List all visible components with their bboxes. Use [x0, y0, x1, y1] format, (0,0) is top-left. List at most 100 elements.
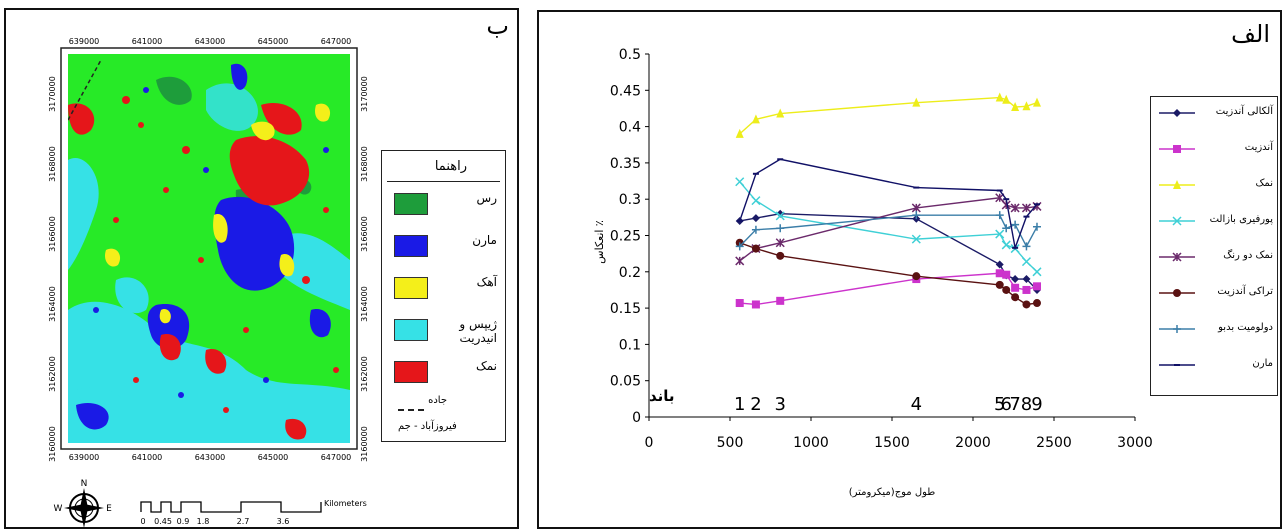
- data-point: [1173, 109, 1181, 117]
- band-number: 6: [1000, 394, 1011, 415]
- map-left-tick: 3160000: [48, 426, 57, 462]
- data-point: [1010, 203, 1020, 213]
- data-point: [1001, 240, 1011, 250]
- data-point: [776, 224, 785, 233]
- scale-tick: 2.7: [237, 517, 250, 526]
- map-top-tick: 645000: [258, 37, 289, 46]
- chart-legend-item: پورفیری بازالت: [1153, 211, 1275, 233]
- data-point: [1032, 267, 1042, 277]
- x-tick-label: 2000: [955, 435, 991, 451]
- data-point: [912, 97, 921, 107]
- data-point: [913, 186, 920, 189]
- data-point: [1021, 257, 1031, 267]
- data-point: [751, 300, 760, 309]
- data-point: [911, 234, 921, 244]
- data-point: [775, 211, 785, 221]
- data-point: [775, 238, 785, 248]
- data-point: [1011, 101, 1020, 111]
- map-top-tick: 647000: [321, 37, 352, 46]
- x-tick-label: 1500: [874, 435, 910, 451]
- chart-legend-swatch: [1159, 145, 1195, 153]
- chart-legend-label: آندزیت: [1244, 142, 1273, 153]
- data-point: [1032, 97, 1041, 107]
- data-point: [777, 158, 784, 161]
- salt-region: [159, 334, 181, 361]
- chart-panel: الف 0 0.05 0.1 0.15 0.2 0.25 0.3 0.35 0.4 0.45 0.5…: [537, 10, 1282, 529]
- data-point: [1172, 216, 1182, 226]
- legend-label: آهک: [476, 275, 497, 289]
- data-point: [735, 299, 744, 308]
- data-point: [735, 242, 744, 251]
- data-point: [1173, 289, 1181, 297]
- data-point: [1011, 275, 1020, 284]
- data-point: [1174, 364, 1180, 366]
- data-point: [1022, 300, 1031, 309]
- marl-region: [309, 309, 331, 338]
- chart-legend-label: نمک دو رنگ: [1223, 250, 1273, 261]
- data-point: [1032, 282, 1041, 291]
- map-right-tick: 3170000: [360, 76, 369, 112]
- data-point: [776, 251, 785, 260]
- x-tick-label: 1000: [793, 435, 829, 451]
- chart-legend-swatch: [1159, 216, 1195, 226]
- y-tick-label: 0: [632, 410, 641, 426]
- data-point: [995, 92, 1004, 102]
- data-point: [1003, 198, 1010, 201]
- map-left-tick: 3168000: [48, 146, 57, 182]
- chart-legend-item: نمک: [1153, 175, 1275, 197]
- data-point: [1011, 220, 1020, 229]
- x-axis-label: طول موج(میکرومتر): [849, 487, 936, 498]
- legend-swatch: [394, 277, 428, 299]
- y-tick-label: 0.2: [619, 265, 641, 281]
- map-right-tick: 3166000: [360, 216, 369, 252]
- map-top-tick: 639000: [69, 37, 100, 46]
- data-point: [912, 211, 921, 220]
- data-point: [735, 256, 745, 266]
- legend-swatch: [394, 193, 428, 215]
- x-tick-label: 2500: [1036, 435, 1072, 451]
- limestone-region: [279, 254, 295, 277]
- data-point: [751, 244, 760, 253]
- data-point: [1173, 145, 1181, 153]
- legend-swatch: [394, 361, 428, 383]
- chart-legend-item: آلکالی آندزیت: [1153, 103, 1275, 125]
- map-bottom-tick: 641000: [132, 453, 163, 462]
- limestone-region: [251, 121, 275, 141]
- gypsum-region: [276, 233, 350, 310]
- data-point: [735, 177, 745, 187]
- chart-legend-item: آندزیت: [1153, 139, 1275, 161]
- band-number: 1: [734, 394, 745, 415]
- data-point: [1002, 285, 1011, 294]
- chart-legend-item: مارن: [1153, 355, 1275, 377]
- band-label: باند: [649, 387, 675, 405]
- data-point: [776, 108, 785, 118]
- data-point: [751, 196, 761, 206]
- series-group: [735, 177, 1042, 277]
- band-number: 7: [1009, 394, 1020, 415]
- data-point: [1173, 325, 1181, 333]
- map-left-tick: 3166000: [48, 216, 57, 252]
- data-point: [995, 280, 1004, 289]
- y-tick-label: 0.35: [610, 156, 641, 172]
- scale-tick: 1.8: [197, 517, 210, 526]
- chart-legend-swatch: [1159, 364, 1195, 366]
- data-point: [736, 219, 743, 222]
- band-number: 8: [1021, 394, 1032, 415]
- limestone-region: [105, 248, 121, 267]
- series-group: [735, 209, 1041, 294]
- chart-legend-label: آلکالی آندزیت: [1215, 106, 1273, 117]
- data-point: [911, 203, 921, 213]
- chart-legend-label: تراکی آندزیت: [1217, 286, 1273, 297]
- lithology-map: 639000 641000 643000 645000 647000 639000 641…: [48, 37, 369, 527]
- speckles: [113, 96, 339, 413]
- map-legend: راهنما رس مارن آهک ژیپس و انیدریت نمک جاده ف…: [381, 150, 506, 442]
- chart-legend-item: دولومیت بدبو: [1153, 319, 1275, 341]
- chart-legend-label: مارن: [1252, 358, 1273, 369]
- gypsum-region: [68, 301, 350, 443]
- legend-swatch: [394, 319, 428, 341]
- map-panel-letter: ب: [486, 12, 509, 40]
- map-right-tick: 3168000: [360, 146, 369, 182]
- salt-region: [261, 102, 302, 135]
- y-axis-label: انعکاس ٪: [593, 220, 606, 264]
- data-point: [1021, 203, 1031, 213]
